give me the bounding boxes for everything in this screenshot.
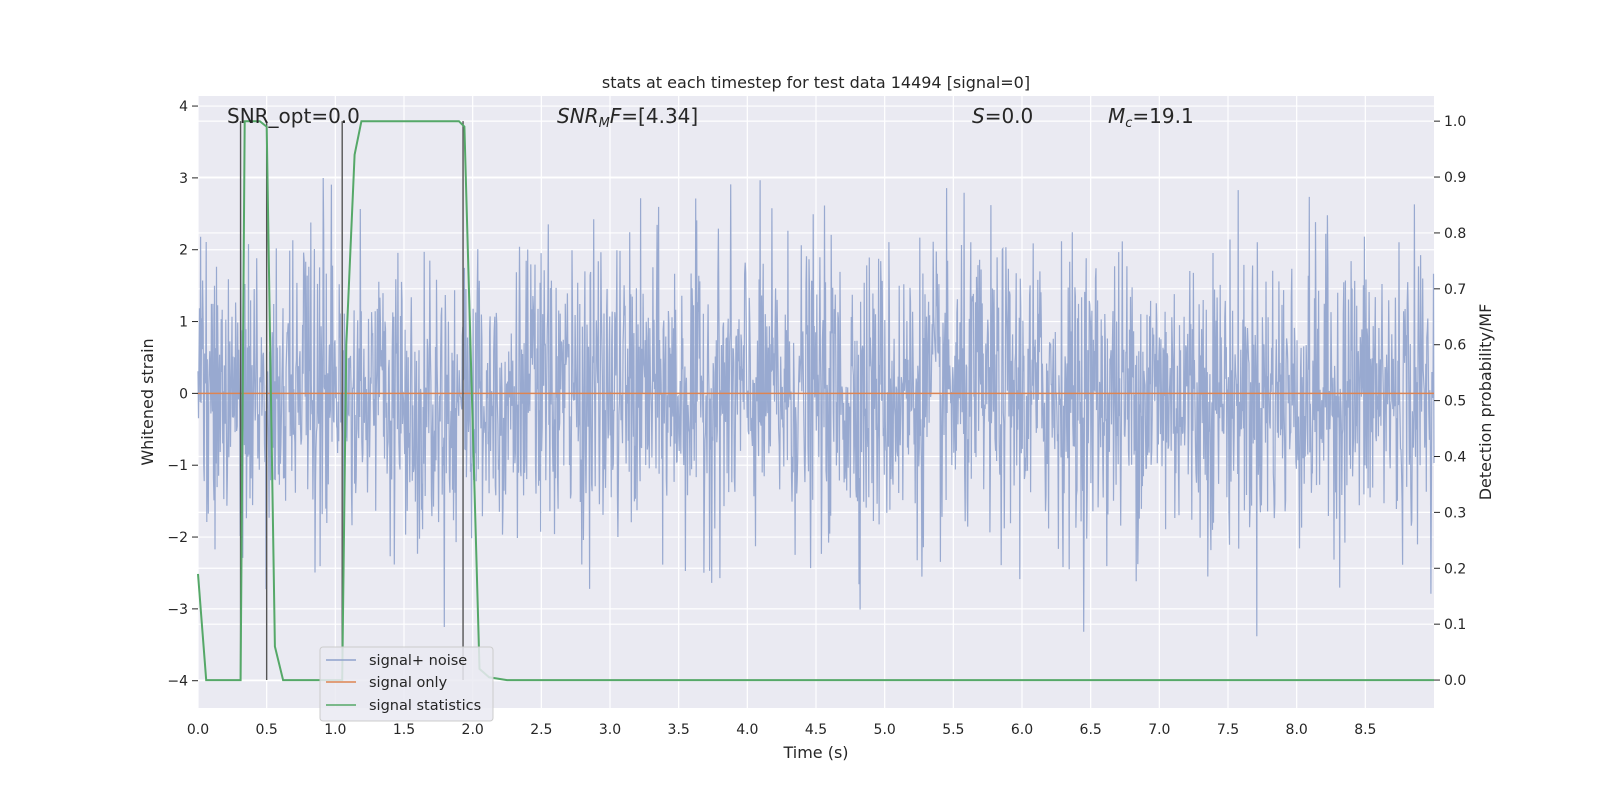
x-tick-label: 2.0 (462, 722, 484, 738)
y-left-tick-label: 3 (179, 171, 188, 187)
y-left-tick-label: 2 (179, 243, 188, 259)
y-right-tick-label: 0.1 (1444, 617, 1466, 633)
x-tick-label: 5.5 (942, 722, 964, 738)
x-tick-label: 8.0 (1286, 722, 1308, 738)
x-tick-label: 4.5 (805, 722, 827, 738)
y-right-tick-label: 0.7 (1444, 282, 1466, 298)
y-right-tick-label: 0.6 (1444, 338, 1466, 354)
y-right-tick-label: 0.3 (1444, 505, 1466, 521)
y-right-tick-label: 0.0 (1444, 673, 1466, 689)
y-right-tick-label: 0.2 (1444, 561, 1466, 577)
x-tick-label: 6.0 (1011, 722, 1033, 738)
series-signal-plus-noise (197, 177, 1435, 637)
x-tick-label: 3.0 (599, 722, 621, 738)
y-axis-left-label: Whitened strain (138, 338, 157, 465)
chart-title: stats at each timestep for test data 144… (602, 73, 1030, 92)
y-right-tick-label: 0.8 (1444, 226, 1466, 242)
y-axis-right-ticks: 0.0 0.1 0.2 0.3 0.4 0.5 0.6 0.7 0.8 0.9 1.0 (1434, 114, 1466, 689)
y-right-tick-label: 0.9 (1444, 170, 1466, 186)
signal-statistics-line (197, 120, 1434, 682)
x-tick-label: 7.5 (1217, 722, 1239, 738)
y-right-tick-label: 0.5 (1444, 394, 1466, 410)
y-right-tick-label: 1.0 (1444, 114, 1466, 130)
y-left-tick-label: 0 (179, 386, 188, 402)
annotation-snr-mf: SNRMF=[4.34] (557, 104, 698, 131)
x-tick-label: 0.5 (256, 722, 278, 738)
y-axis-right-label: Detection probability/MF (1476, 304, 1495, 501)
legend-label-signal-statistics: signal statistics (369, 698, 481, 714)
legend: signal+ noise signal only signal statist… (319, 646, 494, 722)
x-tick-label: 4.0 (736, 722, 758, 738)
y-left-tick-label: 4 (179, 99, 188, 115)
x-tick-label: 1.5 (393, 722, 415, 738)
x-tick-label: 5.0 (874, 722, 896, 738)
y-axis-left-ticks: −4 −3 −2 −1 0 1 2 3 4 (167, 99, 198, 690)
legend-label-signal-only: signal only (369, 675, 448, 691)
y-left-tick-label: −1 (167, 458, 188, 474)
x-axis-label: Time (s) (782, 743, 848, 762)
y-left-tick-label: 1 (179, 315, 188, 331)
series-signal-statistics (197, 120, 1434, 682)
y-left-tick-label: −4 (167, 674, 188, 690)
y-left-tick-label: −3 (167, 602, 188, 618)
legend-box (319, 646, 494, 722)
x-axis-ticks: 0.0 0.5 1.0 1.5 2.0 2.5 3.0 3.5 4.0 4.5 5.0 5.5 6.0 6… (187, 722, 1377, 738)
y-right-tick-label: 0.4 (1444, 449, 1466, 465)
annotation-s: S=0.0 (972, 104, 1033, 128)
x-tick-label: 7.0 (1148, 722, 1170, 738)
x-tick-label: 0.0 (187, 722, 209, 738)
annotation-mc: Mc=19.1 (1108, 104, 1194, 131)
legend-label-signal-plus-noise: signal+ noise (369, 653, 467, 669)
annotation-snr-opt: SNR_opt=0.0 (227, 104, 360, 128)
x-tick-label: 2.5 (530, 722, 552, 738)
x-tick-label: 3.5 (668, 722, 690, 738)
x-tick-label: 6.5 (1080, 722, 1102, 738)
x-tick-label: 8.5 (1354, 722, 1376, 738)
y-left-tick-label: −2 (167, 530, 188, 546)
noise-trace (197, 177, 1435, 637)
x-tick-label: 1.0 (324, 722, 346, 738)
